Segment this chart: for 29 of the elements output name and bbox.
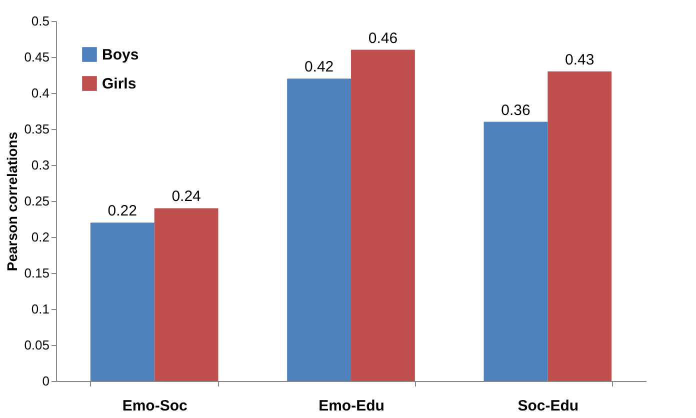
legend-label: Boys bbox=[102, 46, 139, 64]
data-label: 0.43 bbox=[565, 51, 594, 68]
y-tick-label: 0.45 bbox=[24, 50, 50, 64]
data-label: 0.46 bbox=[368, 30, 398, 47]
y-tick-label: 0.15 bbox=[24, 266, 50, 280]
y-axis-title: Pearson correlations bbox=[4, 132, 20, 272]
bar bbox=[484, 122, 548, 381]
x-tick-label: Emo-Soc bbox=[122, 398, 188, 414]
y-tick-label: 0 bbox=[42, 374, 50, 388]
data-label: 0.24 bbox=[172, 188, 201, 206]
y-tick-label: 0.2 bbox=[31, 230, 50, 244]
x-tick-label: Emo-Edu bbox=[318, 398, 384, 414]
bar bbox=[154, 208, 218, 381]
y-tick-label: 0.35 bbox=[24, 122, 50, 136]
bar bbox=[351, 50, 415, 381]
y-tick-label: 0.25 bbox=[24, 194, 50, 208]
y-tick-label: 0.5 bbox=[31, 14, 50, 28]
legend-label: Girls bbox=[102, 76, 136, 92]
data-label: 0.22 bbox=[108, 202, 137, 220]
data-label: 0.42 bbox=[304, 58, 334, 76]
x-tick-label: Soc-Edu bbox=[518, 398, 579, 414]
bar bbox=[548, 71, 612, 381]
y-tick-label: 0.3 bbox=[31, 158, 50, 172]
bar bbox=[90, 222, 154, 381]
y-tick-label: 0.05 bbox=[24, 338, 50, 352]
data-label: 0.36 bbox=[501, 102, 530, 119]
bar bbox=[287, 78, 351, 381]
y-tick-label: 0.4 bbox=[31, 86, 50, 100]
y-tick-label: 0.1 bbox=[31, 302, 50, 316]
